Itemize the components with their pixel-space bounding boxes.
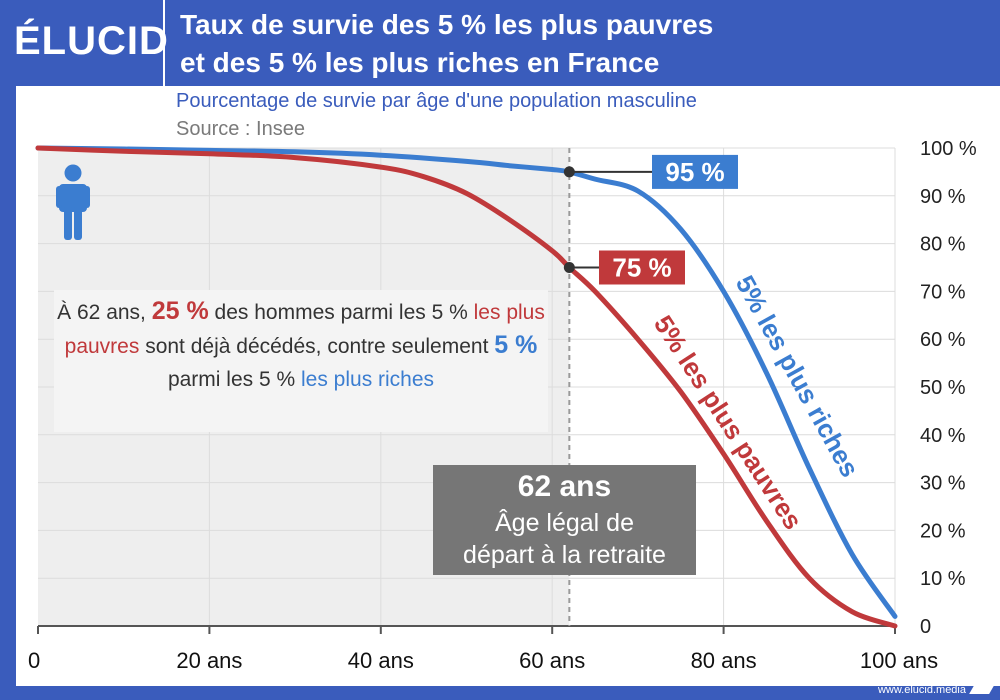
y-tick-label: 60 % (920, 329, 966, 351)
summary-note: À 62 ans, 25 % des hommes parmi les 5 % … (54, 290, 548, 432)
elucid-logo: ÉLUCID (14, 19, 169, 63)
x-tick-label: 60 ans (519, 648, 585, 673)
y-tick-label: 70 % (920, 281, 966, 303)
y-tick-label: 10 % (920, 568, 966, 590)
note-text-4: parmi les 5 % (167, 368, 301, 391)
chart-source: Source : Insee (176, 118, 305, 140)
x-tick-label: 0 (28, 648, 40, 673)
retirement-annotation: 62 ans Âge légal de départ à la retraite (433, 465, 696, 575)
retirement-label-line1: Âge légal de (494, 509, 634, 537)
y-tick-label: 50 % (920, 377, 966, 399)
logo-divider (163, 0, 165, 86)
marker-badge (652, 154, 738, 189)
x-tick-label: 40 ans (348, 648, 414, 673)
retirement-label-line2: départ à la retraite (463, 541, 666, 569)
note-text-1: À 62 ans, (57, 301, 152, 324)
note-poor-label: les plus pauvres (64, 301, 545, 358)
note-rich-label: les plus riches (300, 368, 435, 391)
footer-url[interactable]: www.elucid.media (877, 684, 966, 696)
chart-title: Taux de survie des 5 % les plus pauvres … (180, 6, 980, 82)
x-axis-ticks: 0 20 ans 40 ans 60 ans 80 ans 100 ans (28, 626, 938, 673)
marker-dot (563, 262, 575, 273)
y-tick-label: 100 % (920, 138, 977, 160)
y-tick-label: 80 % (920, 234, 966, 256)
chart-subtitle: Pourcentage de survie par âge d'une popu… (176, 90, 697, 112)
note-pct-poor: 25 % (151, 297, 209, 325)
y-axis-ticks: 0 10 % 20 % 30 % 40 % 50 % 60 % 70 % 80 % 90 % 100… (920, 138, 977, 638)
chart-title-line2: et des 5 % les plus riches en France (180, 47, 660, 78)
note-text-2: des hommes parmi les 5 % (208, 301, 474, 324)
chart-title-line1: Taux de survie des 5 % les plus pauvres (180, 9, 714, 40)
y-tick-label: 20 % (920, 520, 966, 542)
x-tick-label: 20 ans (176, 648, 242, 673)
y-tick-label: 40 % (920, 425, 966, 447)
marker-dot (563, 166, 575, 178)
retirement-age: 62 ans (517, 470, 612, 503)
x-tick-label: 100 ans (860, 648, 938, 673)
marker-label: 95 % (665, 157, 724, 187)
note-text-3: sont déjà décédés, contre seulement (139, 335, 495, 358)
y-tick-label: 90 % (920, 186, 966, 208)
x-tick-label: 80 ans (691, 648, 757, 673)
y-tick-label: 30 % (920, 473, 966, 495)
value-markers: 95 % 75 % (563, 154, 738, 285)
series-line-poor (35, 145, 898, 629)
header: ÉLUCID Taux de survie des 5 % les plus p… (0, 0, 1000, 86)
note-pct-rich: 5 % (494, 331, 538, 359)
person-icon (56, 164, 90, 240)
marker-badge (599, 250, 685, 285)
marker-label: 75 % (612, 253, 671, 283)
y-tick-label: 0 (920, 616, 931, 638)
